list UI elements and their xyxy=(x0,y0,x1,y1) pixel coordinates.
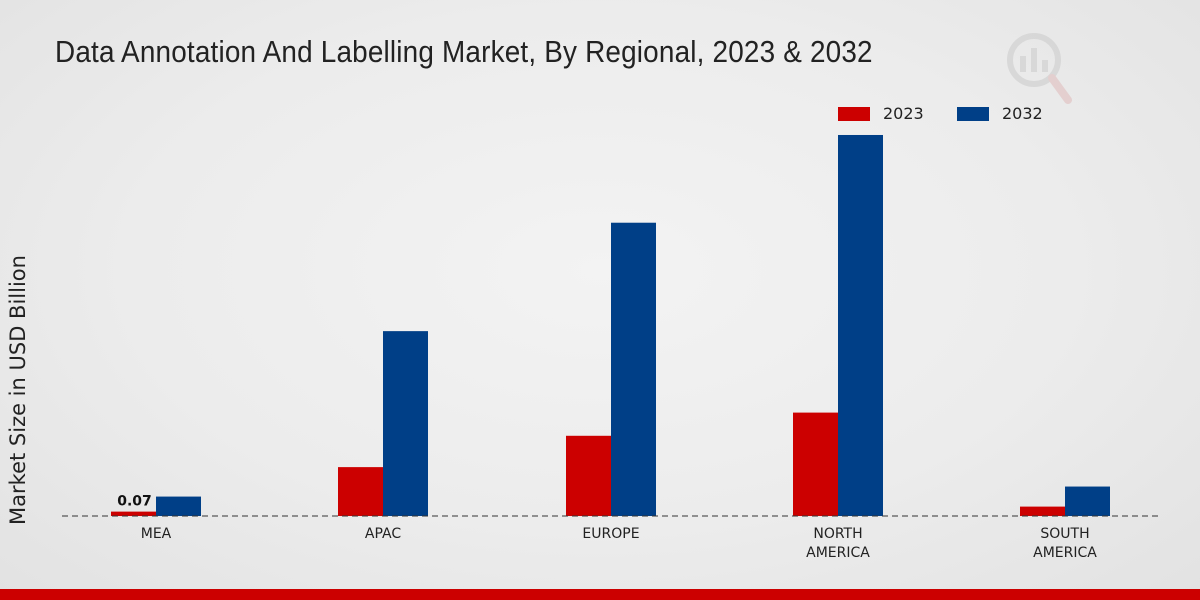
x-tick-label: NORTH xyxy=(813,526,862,542)
x-tick-label: MEA xyxy=(141,526,172,542)
bar-2023-north-america[interactable] xyxy=(793,412,838,516)
bar-2023-south-america[interactable] xyxy=(1020,506,1065,516)
bottom-accent-bar xyxy=(0,589,1200,600)
legend-swatch-2023 xyxy=(838,106,870,121)
watermark-logo-icon xyxy=(1007,33,1072,104)
x-tick-label: AMERICA xyxy=(1033,545,1097,561)
bar-2032-north-america[interactable] xyxy=(838,134,883,516)
legend-swatch-2032 xyxy=(957,106,989,121)
bar-2023-mea[interactable] xyxy=(111,511,156,516)
bar-2023-europe[interactable] xyxy=(566,435,611,516)
x-tick-label: SOUTH xyxy=(1040,526,1089,542)
data-label: 0.07 xyxy=(117,494,152,510)
bar-2032-apac[interactable] xyxy=(383,331,428,516)
legend-item-2023[interactable]: 2023 xyxy=(838,104,924,123)
bar-2032-europe[interactable] xyxy=(611,222,656,516)
x-tick-label: APAC xyxy=(365,526,401,542)
x-tick-label: EUROPE xyxy=(582,526,639,542)
chart-title: Data Annotation And Labelling Market, By… xyxy=(55,34,873,69)
x-tick-label: AMERICA xyxy=(806,545,870,561)
legend-label-2032: 2032 xyxy=(1002,104,1043,123)
legend-label-2023: 2023 xyxy=(883,104,924,123)
bar-2032-mea[interactable] xyxy=(156,496,201,516)
legend-item-2032[interactable]: 2032 xyxy=(957,104,1043,123)
bar-2023-apac[interactable] xyxy=(338,467,383,516)
bar-2032-south-america[interactable] xyxy=(1065,486,1110,516)
